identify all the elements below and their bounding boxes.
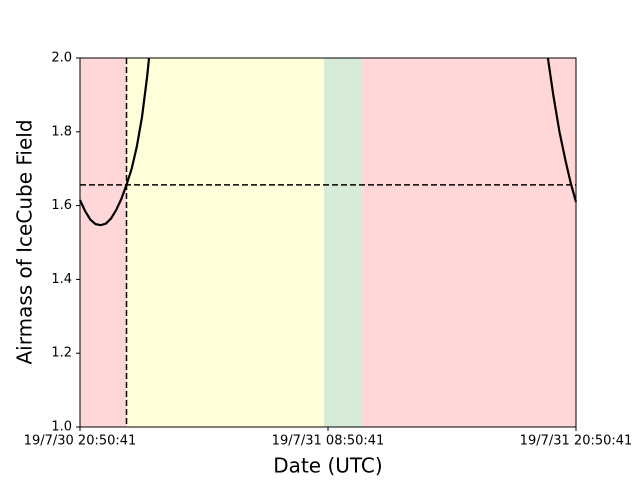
region	[126, 58, 324, 427]
airmass-curve	[546, 57, 578, 203]
region	[323, 58, 362, 427]
x-tick-label: 19/7/31 20:50:41	[520, 434, 633, 449]
x-axis-label: Date (UTC)	[273, 454, 382, 478]
airmass-curve	[79, 57, 151, 227]
y-axis-label: Airmass of IceCube Field	[13, 119, 37, 364]
y-tick-label: 1.4	[51, 272, 72, 287]
region	[80, 58, 127, 427]
y-tick-label: 1.0	[51, 420, 72, 435]
x-tick-label: 19/7/31 08:50:41	[272, 434, 385, 449]
y-tick-label: 1.6	[51, 198, 72, 213]
y-tick-label: 1.2	[51, 346, 72, 361]
y-tick-label: 1.8	[51, 124, 72, 139]
region	[361, 58, 576, 427]
x-tick-label: 19/7/30 20:50:41	[24, 434, 137, 449]
y-tick-label: 2.0	[51, 51, 72, 66]
